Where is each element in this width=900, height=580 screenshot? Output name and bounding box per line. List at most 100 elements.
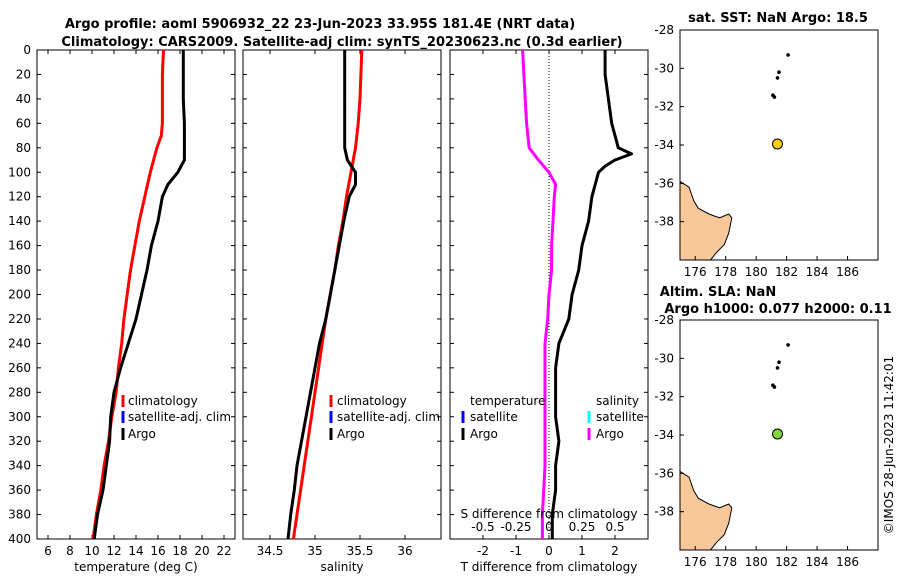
temperature-xlabel: temperature (deg C) [74, 560, 197, 574]
legend-argo-t: Argo [128, 427, 156, 441]
s-tick-label-1: -0.25 [500, 520, 531, 534]
series-salinity-argo [286, 50, 357, 540]
s-tick-label-0: -0.5 [471, 520, 494, 534]
xtick-label-0-6: 6 [44, 544, 52, 558]
map-ytick-label-3--32: -32 [654, 100, 674, 114]
land-sst_map [679, 180, 733, 261]
track-point-4-1 [777, 360, 781, 365]
ytick-label-260: 260 [8, 361, 31, 375]
map-xtick-label-3-178: 178 [714, 265, 737, 279]
map-ytick-label-3--34: -34 [654, 138, 674, 152]
title-line-1: Argo profile: aoml 5906932_22 23-Jun-202… [65, 17, 575, 32]
xtick-label-2--1: -1 [510, 544, 522, 558]
xtick-label-1-35.5: 35.5 [347, 544, 374, 558]
s-tick-label-2: 0 [545, 520, 553, 534]
map-xtick-label-3-184: 184 [806, 265, 829, 279]
profile-location-3 [772, 138, 783, 150]
timestamp: ©IMOS 28-Jun-2023 11:42:01 [882, 356, 896, 534]
map-xtick-label-4-180: 180 [745, 555, 768, 569]
ytick-label-60: 60 [16, 116, 31, 130]
track-point-4-4 [772, 385, 777, 389]
ytick-label-200: 200 [8, 288, 31, 302]
map-ytick-label-4--36: -36 [654, 466, 674, 480]
legend-temperature-heading: temperature [470, 394, 545, 408]
map-ytick-label-4--28: -28 [654, 313, 674, 327]
map-xtick-label-3-180: 180 [745, 265, 768, 279]
legend-t-argo: Argo [470, 427, 498, 441]
map-ytick-label-4--32: -32 [654, 390, 674, 404]
sla-map-title-1: Altim. SLA: NaN [660, 285, 776, 300]
s-tick-label-3: 0.25 [569, 520, 596, 534]
xtick-label-2-0: 0 [545, 544, 553, 558]
map-ytick-label-3--30: -30 [654, 61, 674, 75]
map-ytick-label-3--28: -28 [654, 23, 674, 37]
map-xtick-label-4-176: 176 [684, 555, 707, 569]
s-tick-label-4: 0.5 [605, 520, 624, 534]
ytick-label-180: 180 [8, 263, 31, 277]
ytick-label-0: 0 [23, 43, 31, 57]
temperature-panel [36, 49, 236, 540]
map-xtick-label-3-186: 186 [836, 265, 859, 279]
ytick-label-400: 400 [8, 532, 31, 546]
ytick-label-320: 320 [8, 434, 31, 448]
map-ytick-label-4--38: -38 [654, 505, 674, 519]
xtick-label-0-14: 14 [128, 544, 143, 558]
map-xtick-label-3-182: 182 [775, 265, 798, 279]
xtick-label-1-34.5: 34.5 [257, 544, 284, 558]
map-xtick-label-4-178: 178 [714, 555, 737, 569]
ytick-label-20: 20 [16, 67, 31, 81]
map-ytick-label-3--36: -36 [654, 176, 674, 190]
legend-satellite-s: satellite-adj. clim [337, 410, 440, 424]
difference-xlabel: T difference from climatology [460, 560, 638, 574]
track-point-4-0 [786, 343, 790, 347]
ytick-label-360: 360 [8, 483, 31, 497]
xtick-label-2-1: 1 [578, 544, 586, 558]
ytick-label-280: 280 [8, 385, 31, 399]
series-temperature-climatology [91, 49, 165, 540]
ytick-label-80: 80 [16, 141, 31, 155]
salinity-panel [242, 49, 442, 540]
map-ytick-label-4--30: -30 [654, 351, 674, 365]
xtick-label-0-10: 10 [84, 544, 99, 558]
ytick-label-120: 120 [8, 190, 31, 204]
track-point-4-2 [775, 366, 780, 370]
track-point-3-2 [775, 76, 780, 80]
xtick-label-0-22: 22 [216, 544, 231, 558]
ytick-label-340: 340 [8, 459, 31, 473]
ytick-label-140: 140 [8, 214, 31, 228]
legend-s-satellite: satellite [596, 410, 644, 424]
legend-s-argo: Argo [596, 427, 624, 441]
xtick-label-0-18: 18 [172, 544, 187, 558]
track-point-3-0 [786, 53, 790, 57]
ytick-label-380: 380 [8, 508, 31, 522]
series-temperature-argo [92, 50, 186, 540]
xtick-label-2-2: 2 [611, 544, 619, 558]
xtick-label-0-20: 20 [194, 544, 209, 558]
map-xtick-label-3-176: 176 [684, 265, 707, 279]
ytick-label-240: 240 [8, 336, 31, 350]
xtick-label-0-12: 12 [106, 544, 121, 558]
map-xtick-label-4-186: 186 [836, 555, 859, 569]
ytick-label-160: 160 [8, 239, 31, 253]
legend-salinity-heading: salinity [596, 394, 639, 408]
ytick-label-300: 300 [8, 410, 31, 424]
ytick-label-40: 40 [16, 92, 31, 106]
series-difference-t-argo [550, 50, 633, 539]
ytick-label-220: 220 [8, 312, 31, 326]
xtick-label-1-35: 35 [307, 544, 322, 558]
series-difference-s-argo [521, 49, 558, 539]
title-line-2: Climatology: CARS2009. Satellite-adj cli… [61, 35, 622, 50]
legend-climatology-s: climatology [337, 394, 407, 408]
map-xtick-label-4-184: 184 [806, 555, 829, 569]
legend-climatology-t: climatology [128, 394, 198, 408]
xtick-label-2--2: -2 [477, 544, 489, 558]
sla-map-title-2: Argo h1000: 0.077 h2000: 0.11 [664, 302, 891, 317]
track-point-3-1 [777, 70, 781, 74]
legend-satellite-t: satellite-adj. clim [128, 410, 231, 424]
profile-location-4 [772, 428, 783, 440]
xtick-label-0-8: 8 [66, 544, 74, 558]
ytick-label-100: 100 [8, 165, 31, 179]
salinity-xlabel: salinity [320, 560, 363, 574]
legend-argo-s: Argo [337, 427, 365, 441]
